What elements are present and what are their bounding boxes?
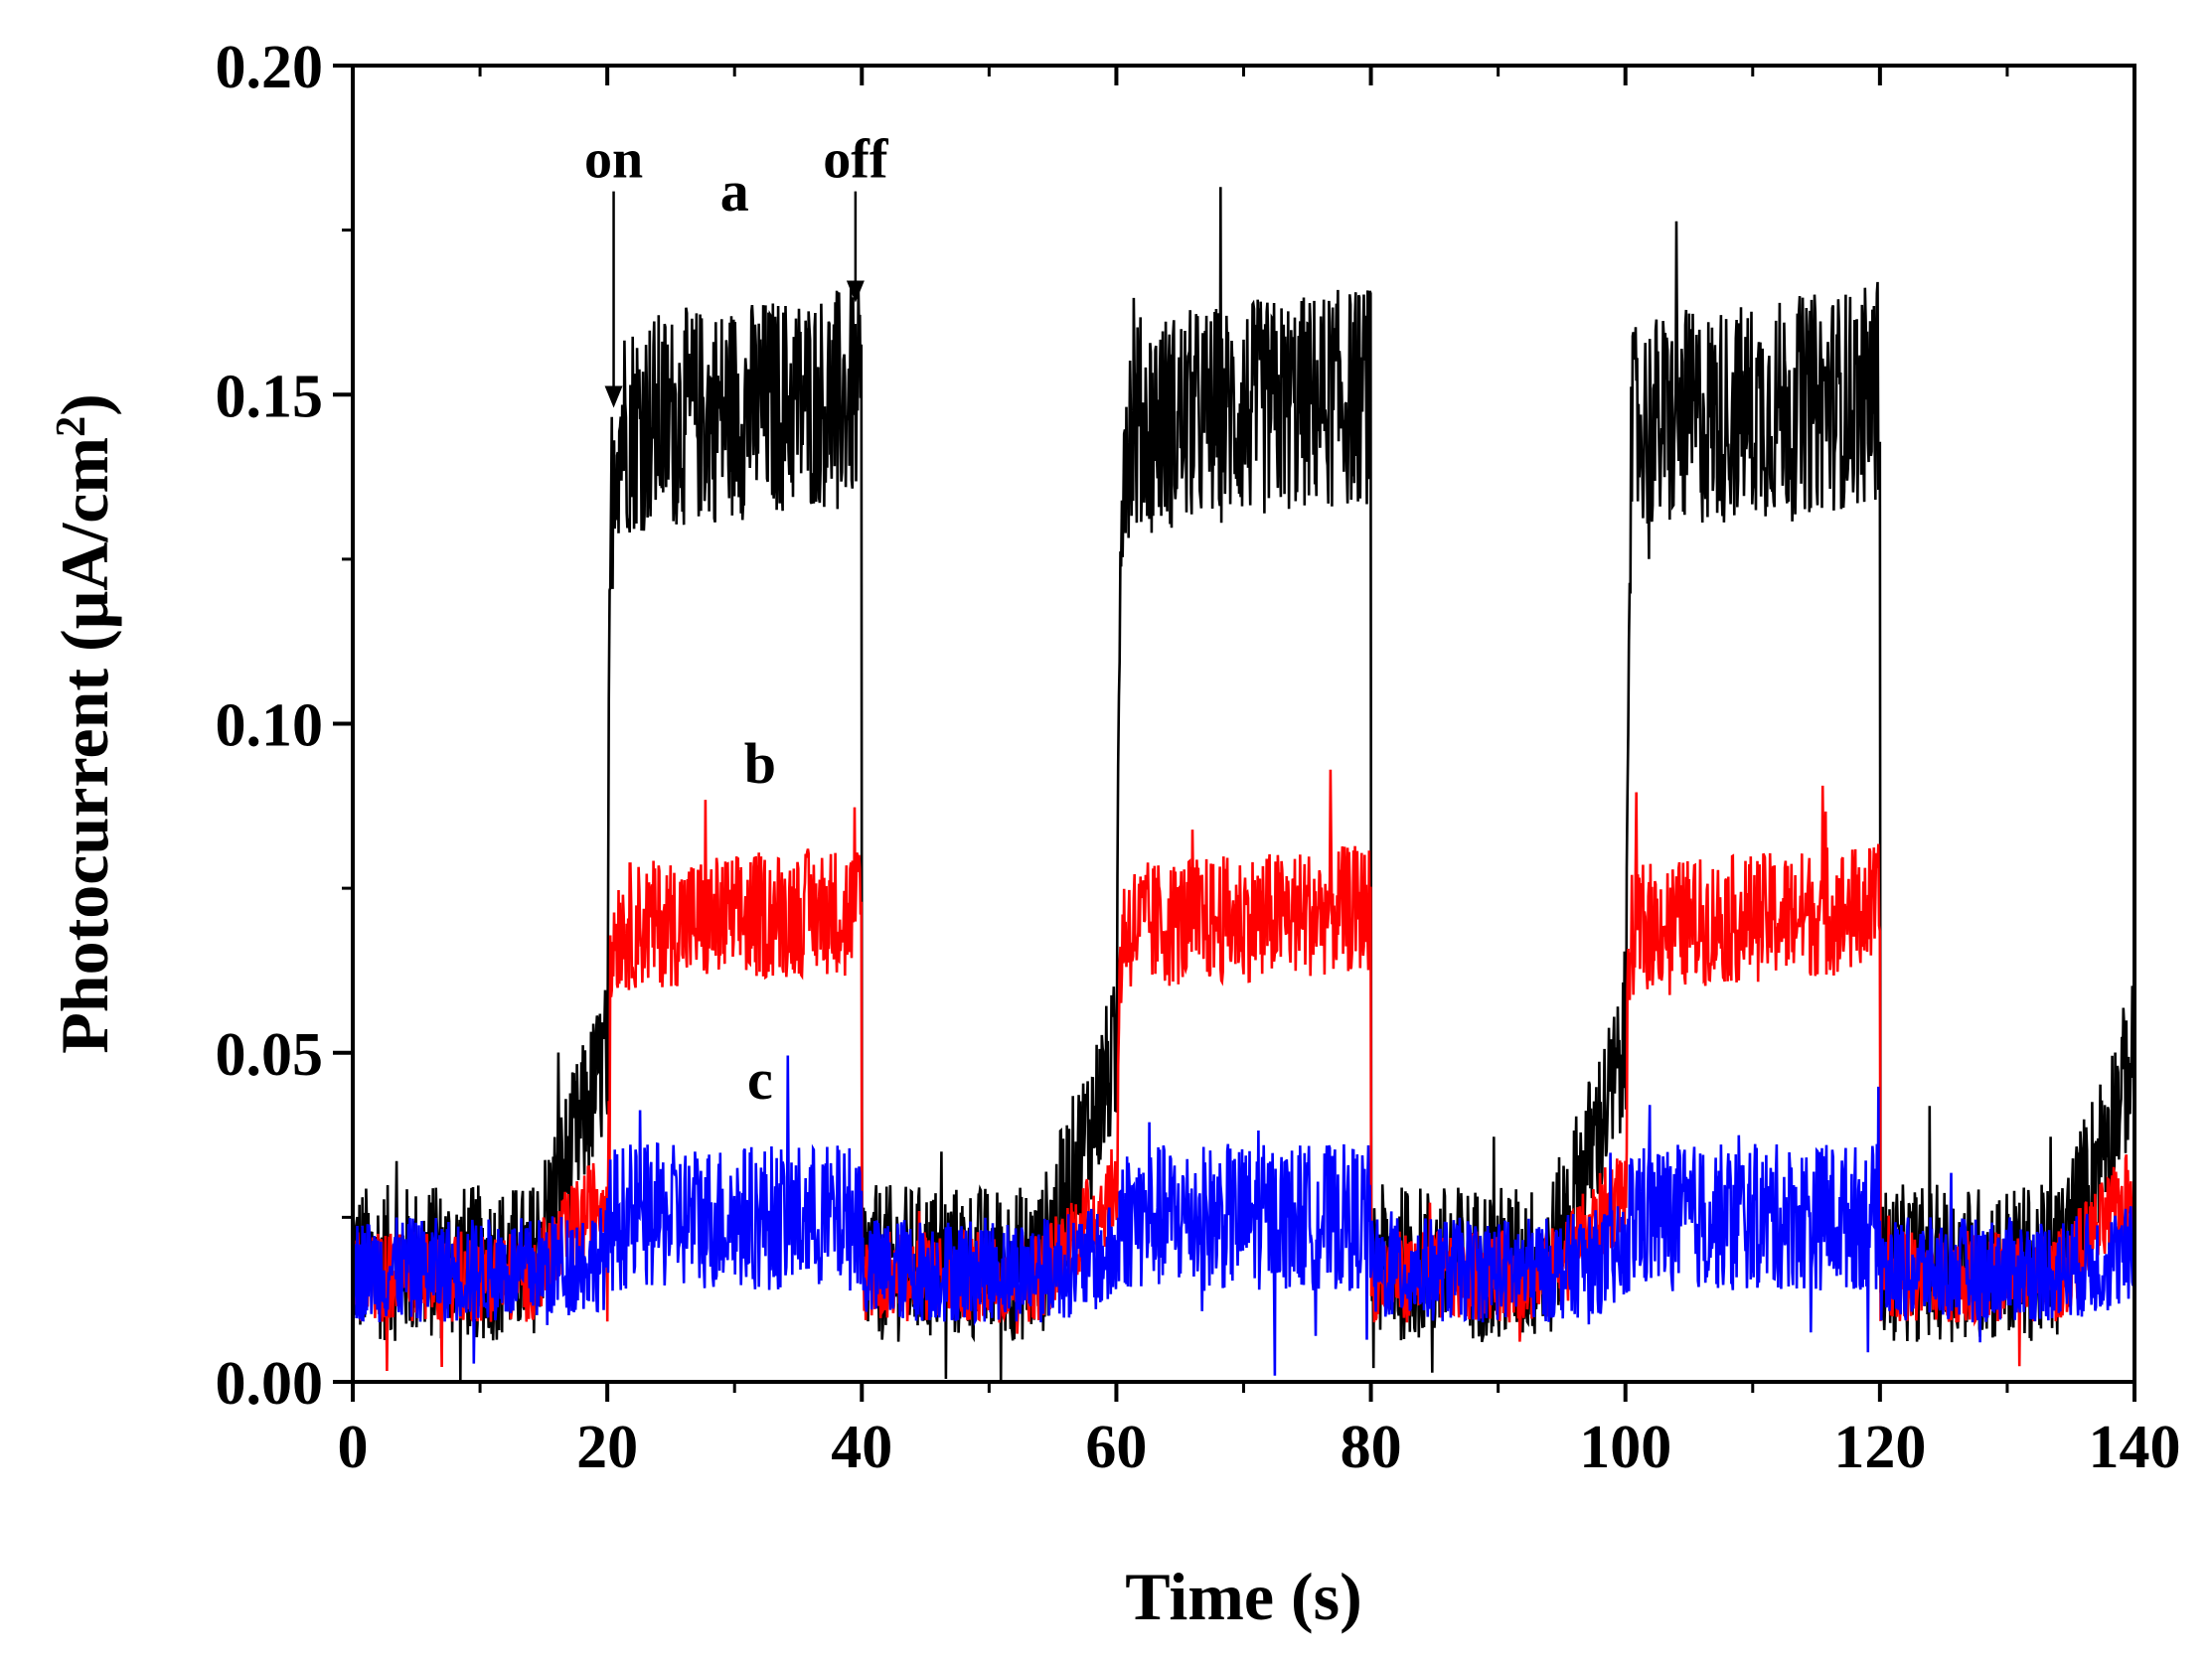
y-axis-title-sup: 2: [49, 416, 94, 437]
x-tick-label: 80: [1341, 1414, 1402, 1481]
x-tick-label: 0: [338, 1414, 369, 1481]
y-tick-label: 0.20: [216, 34, 324, 101]
x-tick-label: 40: [831, 1414, 892, 1481]
series-line-b: [353, 769, 2134, 1372]
annotation-arrow-head-on: [604, 385, 623, 408]
series-line-a: [353, 187, 2134, 1382]
x-tick-label: 100: [1579, 1414, 1671, 1481]
y-axis-title-main: Photocurrent (μA/cm: [47, 437, 122, 1054]
x-tick-label: 140: [2089, 1414, 2181, 1481]
annotation-on: on: [584, 129, 643, 191]
curve-label-b: b: [744, 731, 776, 796]
x-axis-title: Time (s): [1125, 1559, 1362, 1634]
y-axis-title-tail: ): [47, 393, 122, 416]
ticks-layer: [333, 64, 2136, 1402]
series-layer: [353, 187, 2134, 1382]
y-axis-title: Photocurrent (μA/cm2): [47, 393, 122, 1053]
annotation-arrow-head-off: [846, 280, 865, 303]
curve-label-c: c: [747, 1047, 773, 1112]
y-tick-label: 0.10: [216, 692, 324, 760]
x-tick-label: 120: [1833, 1414, 1926, 1481]
y-tick-label: 0.00: [216, 1350, 324, 1418]
x-tick-label: 20: [576, 1414, 638, 1481]
curve-label-a: a: [720, 159, 749, 224]
series-line-c: [353, 1055, 2134, 1376]
labels-layer: 0 20 40 60 80 100 120 140 0.00 0.05 0.10 0.15 0.20 a b…: [216, 34, 2181, 1481]
annotation-off: off: [823, 129, 889, 191]
x-tick-label: 60: [1085, 1414, 1147, 1481]
y-tick-label: 0.15: [216, 363, 324, 430]
y-tick-label: 0.05: [216, 1021, 324, 1089]
